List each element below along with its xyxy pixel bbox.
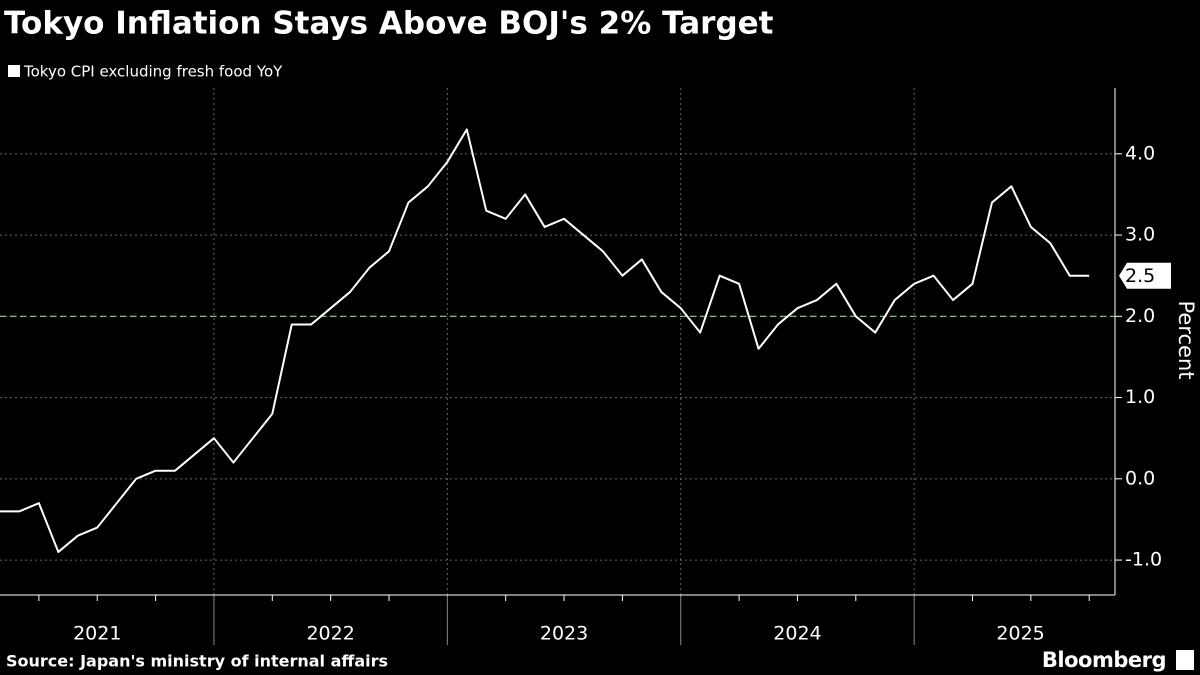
x-tick-label: 2023	[540, 623, 588, 645]
last-value-label: 2.5	[1125, 265, 1155, 287]
x-tick-label: 2022	[306, 623, 354, 645]
y-tick-label: 2.0	[1125, 305, 1155, 327]
legend-swatch	[8, 65, 20, 77]
x-tick-label: 2021	[73, 623, 121, 645]
last-value-tag	[1119, 262, 1171, 289]
y-tick-label: 4.0	[1125, 142, 1155, 164]
series-line	[0, 128, 1090, 553]
x-tick-label: 2025	[996, 623, 1044, 645]
source: Source: Japan's ministry of internal aff…	[6, 652, 388, 671]
y-tick-label: -1.0	[1125, 549, 1162, 571]
y-tick-label: 0.0	[1125, 467, 1155, 489]
y-axis-label: Percent	[1174, 300, 1198, 379]
x-tick-label: 2024	[773, 623, 821, 645]
legend-label: Tokyo CPI excluding fresh food YoY	[23, 63, 283, 81]
y-tick-label: 1.0	[1125, 386, 1155, 408]
brand: Bloomberg	[1042, 648, 1166, 672]
y-tick-label: 3.0	[1125, 224, 1155, 246]
brand-icon	[1176, 650, 1194, 670]
chart-title: Tokyo Inflation Stays Above BOJ's 2% Tar…	[4, 6, 774, 42]
